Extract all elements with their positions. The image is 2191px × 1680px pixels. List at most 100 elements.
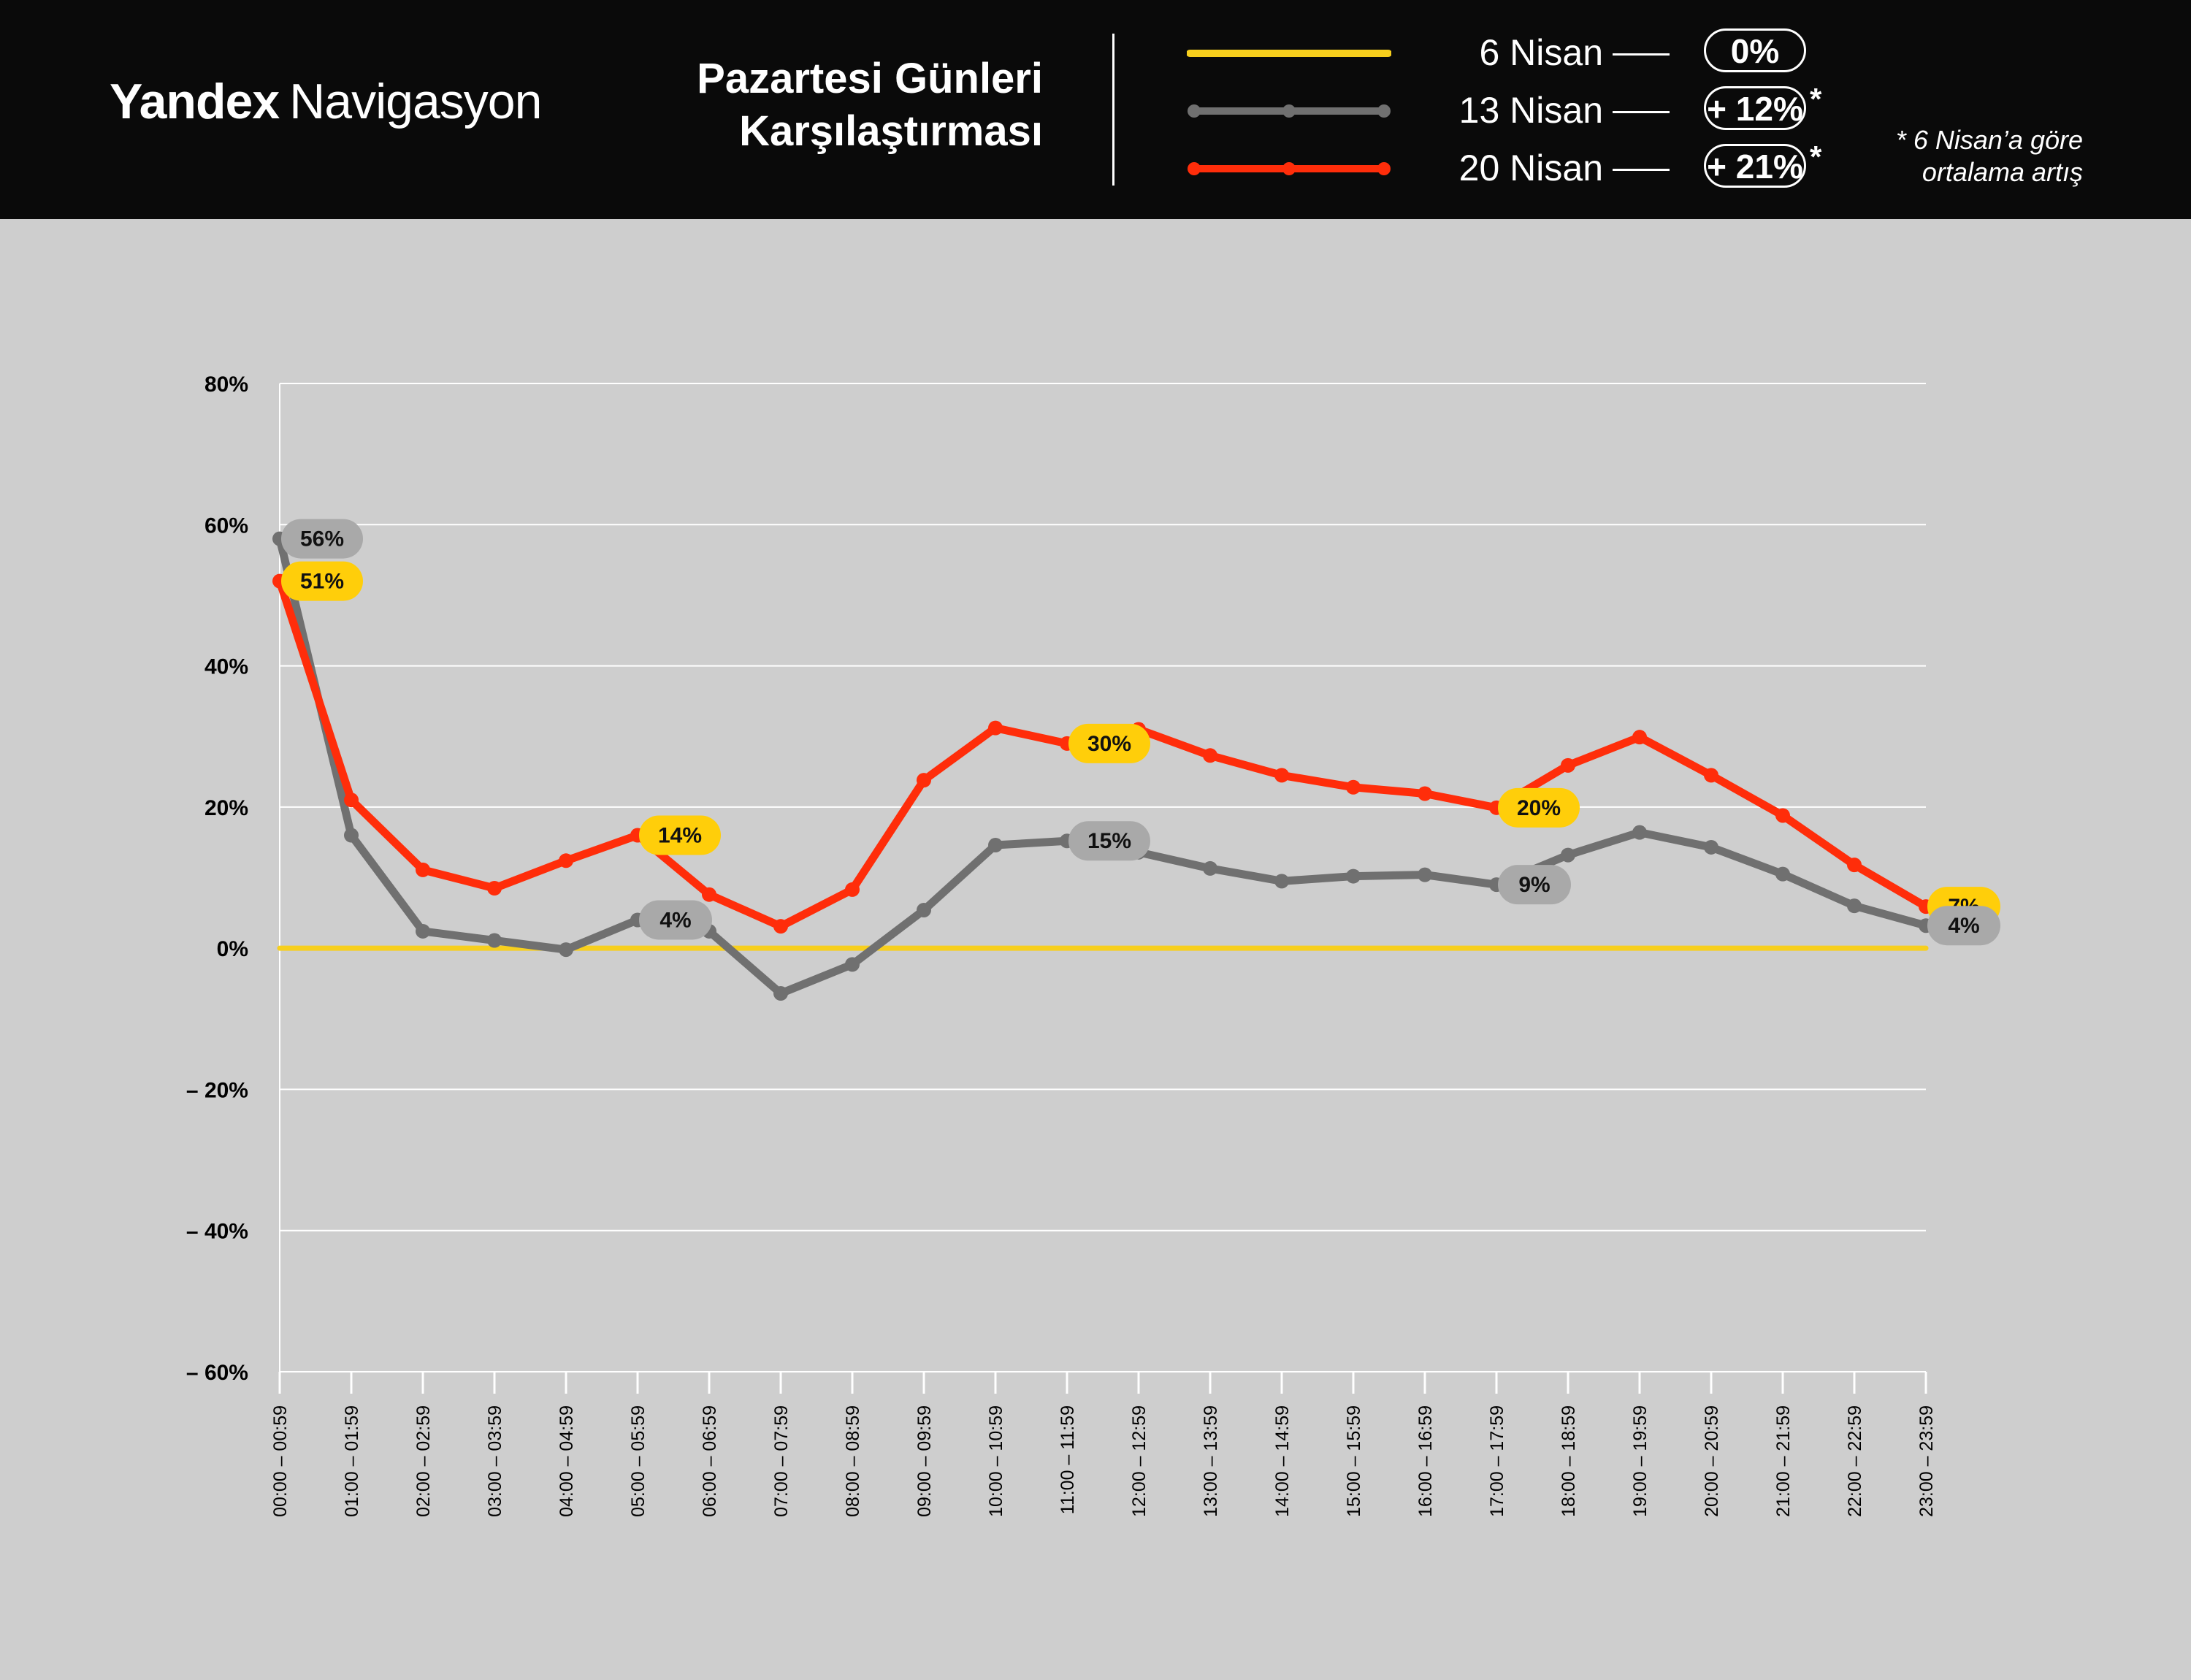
series-20-nisan-point [773,919,788,934]
legend-label: 6 Nisan [1479,32,1603,73]
data-label-pill [639,815,721,855]
x-tick-label: 00:00 – 00:59 [270,1405,291,1517]
series-13-nisan-point [773,985,788,1001]
data-label: 15% [1087,829,1131,853]
x-tick-label: 22:00 – 22:59 [1845,1405,1865,1517]
footnote: * 6 Nisan’a göre ortalama artış [1776,124,2083,188]
footnote-line-1: * 6 Nisan’a göre [1895,125,2083,155]
x-tick-label: 08:00 – 08:59 [843,1405,863,1517]
data-label-pill [281,561,363,601]
legend-value-pill: + 21% [1704,144,1806,188]
x-tick-label: 02:00 – 02:59 [413,1405,434,1517]
series-13-nisan-point [1561,847,1575,863]
data-label: 51% [300,570,344,594]
legend-item-13-nisan: 13 Nisan + 12% * [1187,82,1844,140]
series-20-nisan-point [917,773,931,788]
series-13-nisan-point [1203,860,1217,876]
series-20-nisan-point [1346,779,1361,795]
y-tick-label: 20% [204,796,248,820]
x-tick-label: 03:00 – 03:59 [485,1405,505,1517]
data-label-pill [1498,787,1580,828]
series-13-nisan-point [487,933,502,948]
data-label-pill [639,900,712,940]
title-divider [1112,34,1114,186]
title-line-2: Karşılaştırması [739,107,1043,155]
y-tick-label: – 20% [186,1078,248,1102]
series-13-nisan-point [1704,839,1718,855]
data-label: 30% [1087,732,1131,756]
y-tick-label: 0% [217,937,248,961]
series-20-nisan-point [1561,757,1575,773]
x-tick-label: 10:00 – 10:59 [986,1405,1006,1517]
data-label: 4% [659,908,691,932]
series-13-nisan-point [1847,898,1862,914]
data-label: 9% [1518,873,1550,897]
series-20-nisan-point [559,853,573,868]
legend-item-6-nisan: 6 Nisan 0% [1187,24,1844,83]
series-13-nisan-point [1418,867,1432,882]
legend-value-pill: + 12% [1704,86,1806,130]
series-13-nisan-point [1274,874,1289,889]
header-bar: Yandex Navigasyon Pazartesi Günleri Karşı… [0,0,2191,219]
series-20-nisan-point [1418,786,1432,801]
x-tick-label: 21:00 – 21:59 [1773,1405,1794,1517]
series-13-nisan-point [1346,868,1361,884]
x-tick-label: 01:00 – 01:59 [342,1405,362,1517]
series-20-nisan-point [988,720,1003,736]
legend-star: * [1810,82,1822,116]
title-line-1: Pazartesi Günleri [697,55,1043,102]
data-label: 14% [658,824,702,848]
legend-dash [1613,111,1670,113]
x-tick-label: 06:00 – 06:59 [700,1405,720,1517]
y-tick-label: – 60% [186,1361,248,1385]
data-label-pill [1068,723,1150,763]
y-tick-label: 80% [204,373,248,397]
legend-item-20-nisan: 20 Nisan + 21% * [1187,140,1844,198]
x-tick-label: 13:00 – 13:59 [1201,1405,1221,1517]
series-13-nisan-point [559,942,573,958]
x-tick-label: 12:00 – 12:59 [1129,1405,1150,1517]
line-chart: 80% 60% 40% 20% 0% – 20% – 40% – 60% 00:00 – 00:… [186,373,2000,1517]
series-20-nisan-point [416,862,430,877]
data-label-pill [1927,906,2000,946]
series-20-nisan-point [1632,730,1647,745]
series-13-nisan-point [344,828,359,843]
series-13-nisan-point [845,957,860,972]
brand-main-text: Yandex [110,74,280,129]
series-13-nisan-point [1632,825,1647,840]
x-tick-label: 04:00 – 04:59 [557,1405,577,1517]
legend-line-13-nisan [1188,104,1391,118]
series-20-nisan-point [1847,858,1862,873]
x-tick-label: 14:00 – 14:59 [1272,1405,1293,1517]
y-tick-label: 40% [204,655,248,679]
x-tick-label: 17:00 – 17:59 [1487,1405,1507,1517]
footnote-line-2: ortalama artış [1922,157,2083,187]
data-label-pill [281,519,363,559]
series-20-nisan-point [1274,768,1289,783]
brand-logo: Yandex Navigasyon [110,73,542,130]
data-label: 20% [1517,796,1561,820]
y-tick-label: 60% [204,513,248,538]
data-label: 4% [1948,914,1979,938]
legend-line-20-nisan [1188,162,1391,175]
x-tick-label: 16:00 – 16:59 [1415,1405,1436,1517]
legend-dash [1613,53,1670,56]
legend-star: * [1810,140,1822,174]
series-20-nisan-point [1704,768,1718,783]
series-20-nisan-point [1203,748,1217,763]
x-tick-label: 07:00 – 07:59 [771,1405,792,1517]
legend-value-pill: 0% [1704,28,1806,72]
series-13-nisan-point [917,902,931,917]
x-tick-label: 23:00 – 23:59 [1916,1405,1937,1517]
x-tick-label: 09:00 – 09:59 [914,1405,935,1517]
series-20-nisan-point [344,793,359,808]
legend-label: 20 Nisan [1458,148,1603,188]
series-13-nisan-line [275,535,1930,998]
series-13-nisan-point [1775,866,1790,882]
data-label: 56% [300,527,344,551]
x-tick-label: 19:00 – 19:59 [1630,1405,1651,1517]
chart-title: Pazartesi Günleri Karşılaştırması [532,53,1043,158]
x-tick-label: 05:00 – 05:59 [628,1405,649,1517]
series-20-nisan-point [702,887,716,902]
data-label-pill [1498,865,1571,905]
